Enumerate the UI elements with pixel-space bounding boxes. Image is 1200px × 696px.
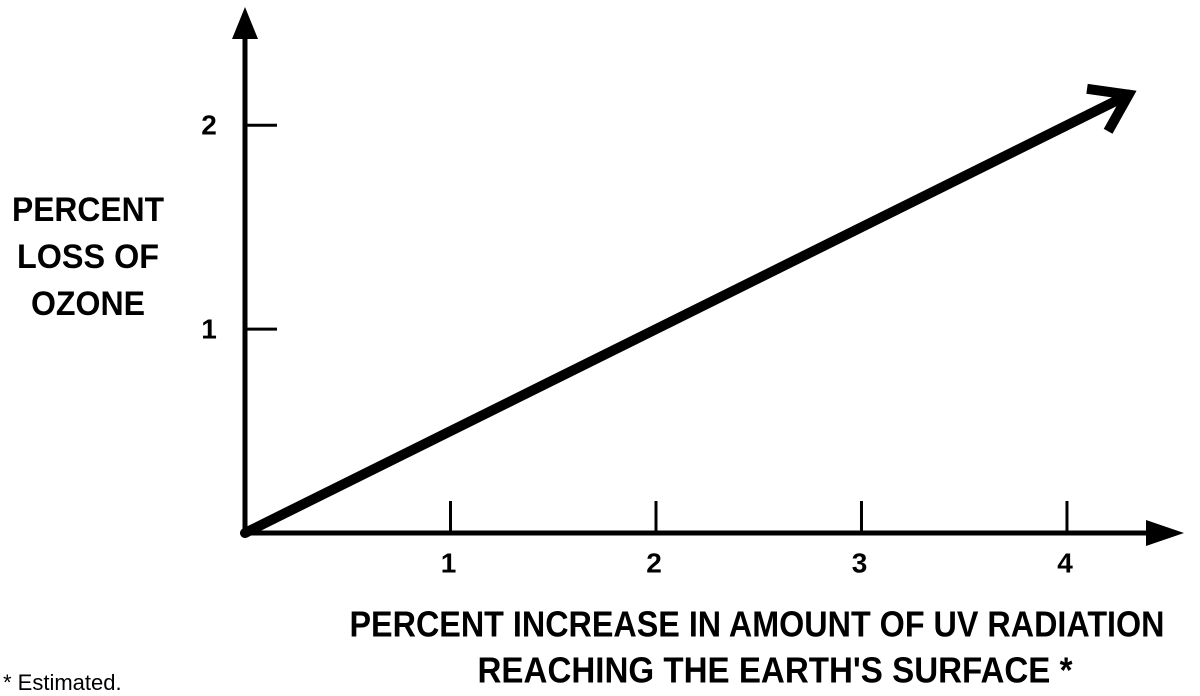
x-axis-label: PERCENT INCREASE IN AMOUNT OF UV RADIATI…: [350, 604, 1165, 645]
y-tick-label: 2: [201, 110, 217, 141]
y-axis-label: PERCENT: [12, 191, 164, 229]
x-tick-label: 4: [1057, 547, 1073, 578]
x-axis-arrow: [1146, 520, 1184, 546]
data-line: [240, 89, 1134, 538]
y-axis-arrow: [232, 7, 258, 39]
y-tick-label: 1: [201, 314, 217, 345]
x-tick-label: 3: [852, 547, 868, 578]
footnote: * Estimated.: [3, 670, 122, 695]
y-axis-label: LOSS OF: [17, 238, 159, 276]
x-tick-label: 1: [441, 547, 457, 578]
x-axis-label: REACHING THE EARTH'S SURFACE *: [478, 650, 1073, 691]
line-arrowhead: [1086, 83, 1137, 134]
x-tick-label: 2: [646, 547, 662, 578]
y-axis-label: OZONE: [31, 285, 145, 323]
